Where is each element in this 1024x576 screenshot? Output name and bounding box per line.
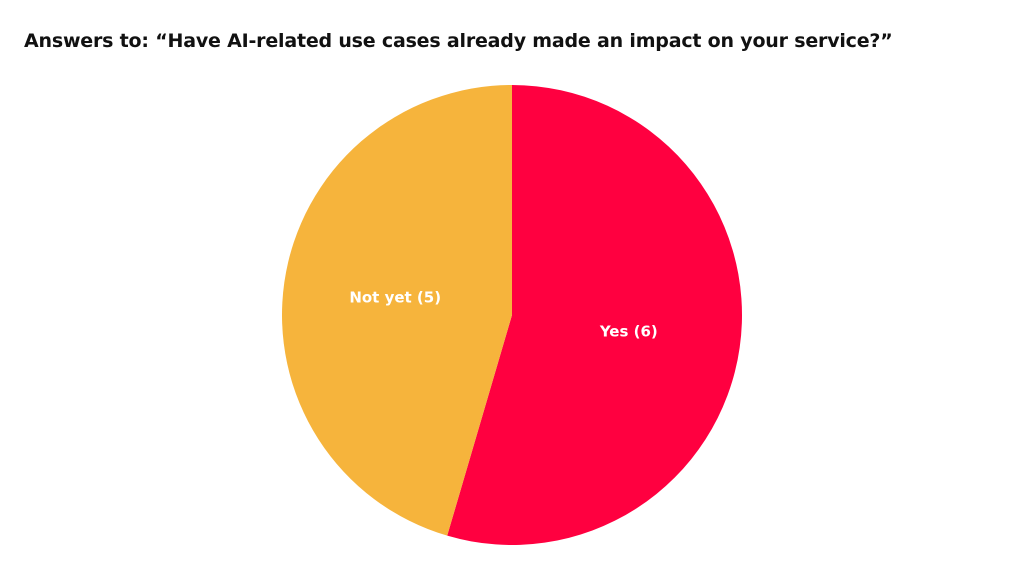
pie-slices [282,85,743,546]
pie-labels: Yes (6) Not yet (5) [349,289,657,341]
pie-slice-1 [282,85,512,536]
pie-slice-label-0: Yes (6) [599,322,658,340]
pie-slice-0 [447,85,743,546]
pie-slice-label-1: Not yet (5) [349,289,441,307]
chart-title: Answers to: “Have AI-related use cases a… [24,30,893,52]
